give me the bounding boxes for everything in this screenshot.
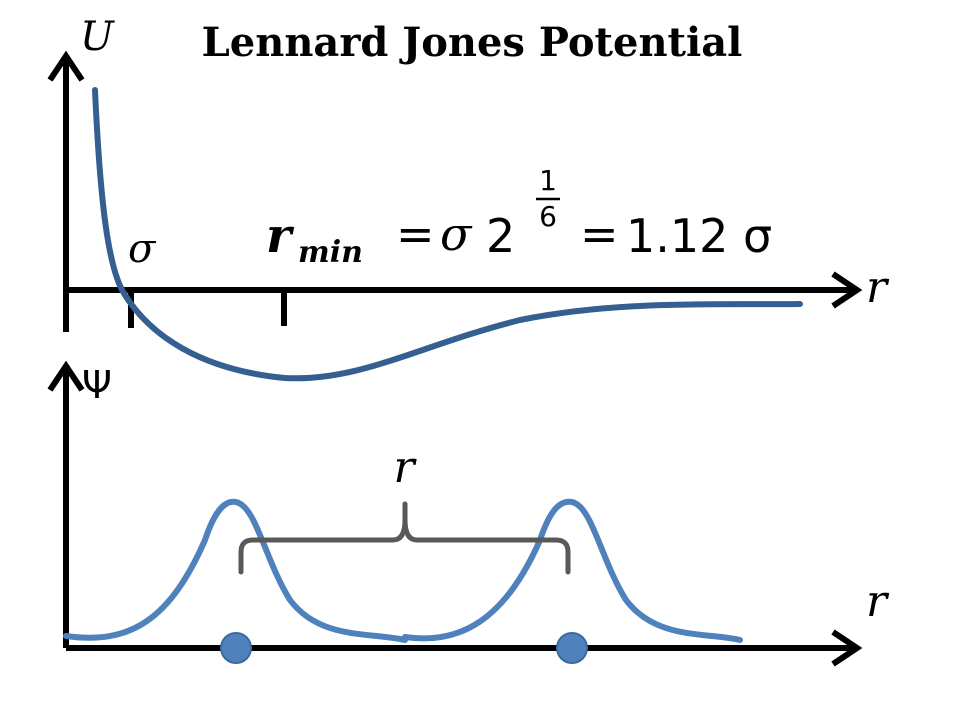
wavefunction-left [63, 498, 408, 643]
diagram-title: Lennard Jones Potential [202, 19, 743, 66]
formula-r-symbol: r [266, 208, 295, 264]
potential-curve [92, 87, 803, 382]
formula-equals-1: = [396, 207, 435, 261]
bottom-x-axis-label: r [866, 576, 890, 627]
atom-left [220, 632, 252, 664]
formula-exp-denominator: 6 [539, 200, 557, 233]
bottom-y-axis-arrowhead [47, 360, 85, 392]
atom-right [556, 632, 588, 664]
formula-equals-2: = [580, 207, 619, 261]
top-plot: U r σ r min = σ 2 1 6 = 1.12 σ [47, 14, 890, 382]
top-y-axis-arrowhead [47, 50, 85, 82]
bottom-x-axis-arrowhead [831, 629, 863, 667]
bottom-plot: Ψ r r [47, 360, 890, 667]
top-x-axis-label: r [866, 262, 890, 313]
sigma-label: σ [128, 226, 157, 272]
rmin-formula: r min = σ 2 1 6 = 1.12 σ [266, 164, 772, 270]
top-y-axis-label: U [80, 14, 115, 60]
formula-result: 1.12 σ [626, 209, 772, 263]
top-x-axis-arrowhead [831, 271, 863, 309]
separation-label: r [393, 442, 417, 493]
formula-exp-numerator: 1 [539, 164, 557, 197]
bottom-y-axis-label: Ψ [82, 363, 112, 407]
wavefunction-right [402, 498, 743, 643]
formula-base: 2 [486, 209, 515, 263]
formula-sigma: σ [440, 207, 473, 261]
separation-brace [238, 501, 571, 575]
formula-subscript: min [298, 235, 363, 270]
